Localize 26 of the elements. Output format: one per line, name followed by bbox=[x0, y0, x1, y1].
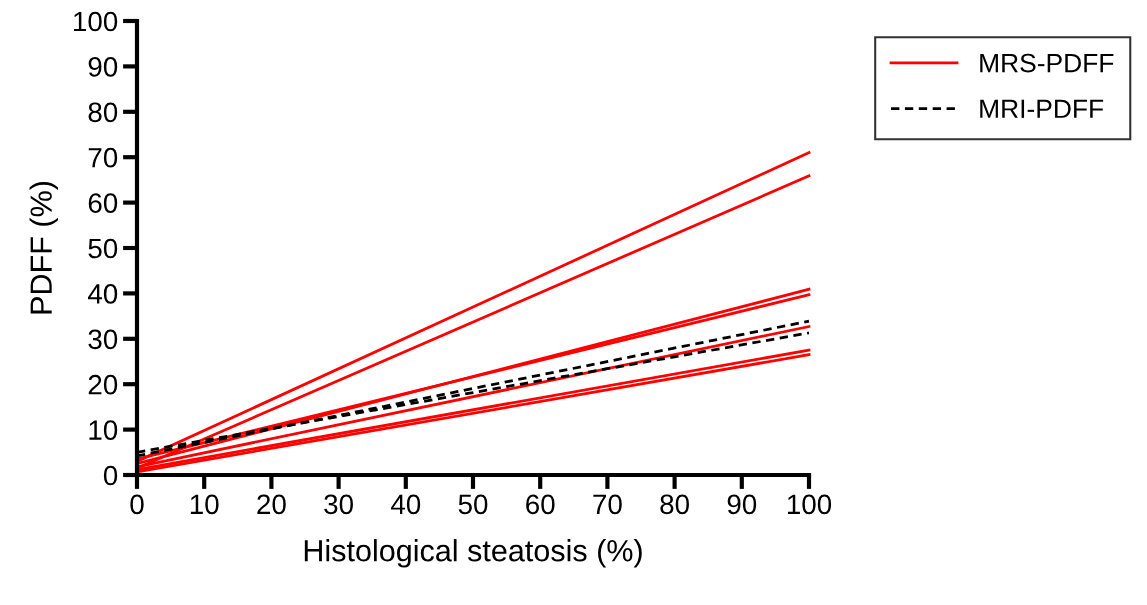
y-tick-label: 30 bbox=[88, 329, 118, 350]
y-axis-title: PDFF (%) bbox=[29, 182, 59, 314]
x-tick-label: 40 bbox=[390, 494, 421, 515]
y-tick-label: 60 bbox=[88, 193, 118, 213]
y-tick-label: 80 bbox=[88, 102, 118, 123]
y-tick-label: 100 bbox=[74, 11, 118, 32]
legend-label: MRS-PDFF bbox=[980, 53, 1114, 73]
x-tick-label: 80 bbox=[660, 494, 689, 515]
x-tick-label: 10 bbox=[190, 494, 219, 515]
x-tick-label: 60 bbox=[526, 494, 555, 515]
x-tick-label: 30 bbox=[324, 494, 353, 515]
y-tick-label: 20 bbox=[88, 374, 118, 395]
x-tick-label: 100 bbox=[787, 494, 832, 515]
x-axis-title: Histological steatosis (%) bbox=[304, 539, 642, 568]
y-tick-label: 40 bbox=[87, 284, 118, 304]
legend-label: MRI-PDFF bbox=[980, 99, 1104, 118]
x-tick-label: 70 bbox=[593, 494, 622, 515]
y-tick-label: 10 bbox=[89, 420, 118, 440]
y-tick-label: 50 bbox=[88, 238, 118, 259]
x-tick-label: 20 bbox=[257, 494, 286, 515]
y-tick-label: 0 bbox=[103, 465, 118, 486]
y-tick-label: 90 bbox=[88, 57, 118, 77]
x-tick-label: 50 bbox=[458, 494, 488, 515]
y-tick-label: 70 bbox=[88, 147, 118, 168]
x-tick-label: 0 bbox=[130, 494, 144, 515]
x-tick-label: 90 bbox=[727, 494, 757, 515]
